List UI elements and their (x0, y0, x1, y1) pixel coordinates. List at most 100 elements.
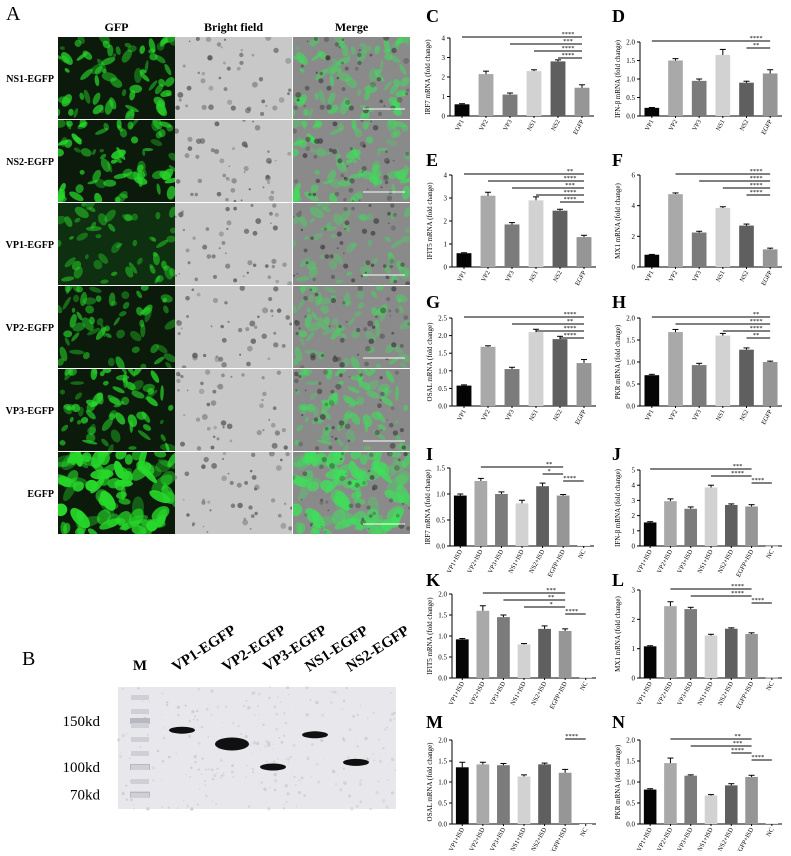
merge-dark-cell (383, 264, 387, 268)
merge-cell (308, 108, 314, 118)
column-header-1: Bright field (204, 20, 263, 34)
merge-dark-cell (386, 452, 393, 457)
blot-noise (285, 801, 288, 803)
merge-cell (375, 306, 386, 315)
merge-cell (293, 108, 296, 117)
merge-cell (293, 239, 297, 247)
merge-dark-cell (360, 275, 363, 278)
gfp-cell (79, 169, 85, 175)
merge-dark-cell (362, 480, 367, 485)
blot-noise (240, 733, 243, 735)
merge-cell (403, 152, 410, 161)
bright-cell (225, 263, 231, 269)
bright-cell (178, 212, 184, 218)
merge-cell (387, 251, 393, 257)
gfp-cell (71, 332, 80, 342)
merge-dark-cell (305, 136, 311, 142)
merge-cell (357, 301, 365, 310)
merge-dark-cell (293, 475, 296, 480)
merge-cell (299, 68, 305, 73)
gfp-cell (107, 357, 115, 367)
merge-dark-cell (305, 146, 311, 151)
bright-cell (221, 362, 227, 368)
bright-cell (213, 149, 220, 155)
bright-cell (217, 383, 224, 390)
merge-cell (383, 80, 393, 91)
blot-noise (192, 727, 195, 729)
merge-dark-cell (398, 458, 401, 462)
blot-noise (191, 710, 195, 714)
blot-noise (269, 686, 272, 689)
merge-dark-cell (376, 77, 382, 82)
merge-cell (346, 241, 356, 254)
sig-label: **** (750, 325, 763, 332)
row-label-2: VP1-EGFP (6, 240, 54, 251)
merge-dark-cell (293, 274, 296, 277)
gfp-cell (61, 276, 75, 282)
merge-dark-cell (306, 40, 309, 43)
gfp-image-1 (58, 120, 175, 202)
gfp-cell (59, 389, 66, 395)
merge-cell (350, 243, 358, 248)
merge-cell (371, 411, 382, 420)
merge-cell (299, 286, 308, 292)
bright-cell (272, 406, 277, 410)
merge-dark-cell (385, 150, 388, 153)
x-tick-label: VP1+ISD (446, 548, 464, 574)
bright-cell (255, 218, 262, 224)
gfp-cell (74, 452, 83, 467)
blot-noise (272, 743, 275, 746)
merge-cell (397, 265, 404, 271)
bright-cell (195, 417, 201, 422)
y-tick-label: 0.0 (436, 543, 445, 551)
bright-cell (198, 388, 205, 395)
merge-dark-cell (308, 192, 312, 197)
merge-dark-cell (313, 154, 318, 159)
merge-cell (317, 50, 328, 60)
merge-cell (297, 296, 306, 310)
x-tick-label: VP1 (454, 119, 466, 132)
y-axis-label: IFN-β mRNA (fold change) (614, 39, 622, 118)
merge-dark-cell (295, 91, 302, 98)
merge-cell (401, 185, 410, 200)
y-tick-label: 1 (632, 527, 636, 535)
x-tick-label: VP3+ISD (676, 548, 694, 574)
merge-dark-cell (305, 261, 309, 265)
bright-cell (265, 175, 271, 181)
bright-cell (175, 274, 178, 277)
merge-cell (303, 108, 309, 116)
gfp-cell (68, 108, 74, 116)
merge-dark-cell (356, 327, 361, 333)
gfp-cell (99, 37, 111, 44)
x-tick-label: NS2+ISD (528, 548, 546, 574)
bright-cell (233, 206, 237, 211)
blot-noise (309, 699, 312, 702)
gfp-cell (121, 396, 130, 406)
gfp-cell (69, 191, 84, 202)
merge-cell (338, 380, 344, 386)
bright-cell (191, 522, 196, 526)
bright-cell (196, 292, 201, 297)
merge-dark-cell (336, 76, 340, 80)
gfp-cell (62, 296, 71, 310)
merge-cell (336, 438, 344, 447)
blot-noise (358, 782, 363, 786)
blot-noise (253, 714, 256, 717)
bright-cell (252, 81, 258, 88)
blot-noise (184, 704, 187, 707)
merge-dark-cell (357, 52, 362, 58)
bar-NS2 (739, 349, 754, 406)
merge-dark-cell (314, 292, 319, 297)
merge-cell (344, 410, 353, 419)
merge-dark-cell (347, 439, 351, 443)
bar-VP3 (502, 94, 518, 116)
bright-cell (273, 47, 279, 54)
bar-EGFP+ISD (556, 495, 570, 546)
bright-cell (280, 522, 287, 529)
bright-cell (276, 370, 281, 375)
blot-noise (372, 712, 375, 715)
gfp-cell (148, 80, 158, 91)
gfp-cell (61, 52, 73, 65)
bright-cell (225, 206, 230, 212)
merge-dark-cell (334, 191, 340, 197)
